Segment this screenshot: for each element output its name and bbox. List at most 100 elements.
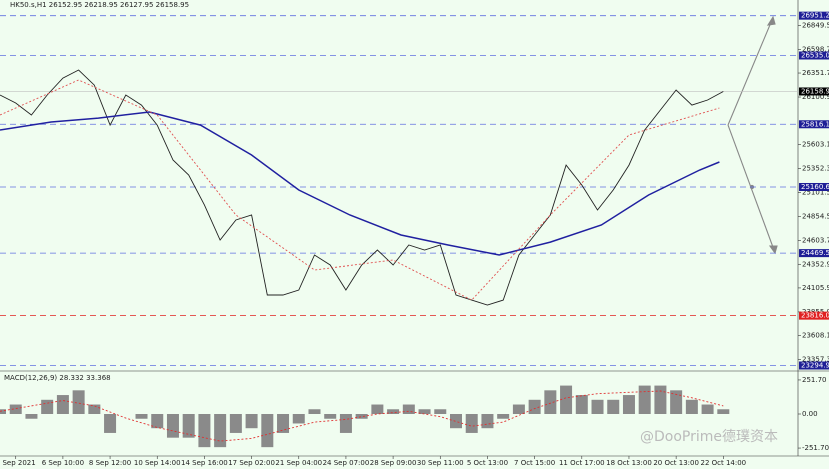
y-tick-label: 24105.90 (802, 284, 829, 292)
histogram-bar (701, 404, 714, 414)
histogram-bar (41, 399, 54, 414)
histogram-bar (261, 414, 274, 448)
histogram-bar (355, 414, 368, 419)
x-tick-label: 10 Sep 14:00 (134, 459, 181, 467)
histogram-bar (56, 395, 69, 414)
histogram-bar (104, 414, 117, 433)
arrow-up (727, 19, 773, 126)
x-tick-label: 30 Sep 11:00 (417, 459, 464, 467)
x-tick-label: 22 Oct 14:00 (700, 459, 746, 467)
histogram-bar (308, 409, 321, 414)
histogram-bar (685, 399, 698, 414)
level-label: 23816.00 (801, 312, 829, 320)
histogram-bar (371, 404, 384, 414)
histogram-bar (622, 395, 635, 414)
y-tick-label: 251.70 (802, 376, 827, 384)
x-tick-label: 2 Sep 2021 (0, 459, 36, 467)
histogram-bar (25, 414, 38, 419)
histogram-bar (277, 414, 290, 433)
histogram-bar (0, 409, 6, 414)
chart-title: HK50.s,H1 26152.95 26218.95 26127.95 261… (10, 1, 189, 9)
y-tick-label: 23608.10 (802, 332, 829, 340)
histogram-bar (607, 399, 620, 414)
histogram-bar (324, 414, 337, 419)
level-box (799, 182, 829, 191)
series-line (0, 79, 720, 301)
y-tick-label: 24603.70 (802, 236, 829, 244)
histogram-bar (497, 414, 510, 419)
histogram-bar (528, 399, 541, 414)
level-label: 26535.00 (801, 51, 829, 59)
histogram-bar (292, 414, 305, 424)
x-tick-label: 20 Oct 13:00 (653, 459, 699, 467)
level-label: 25816.19 (801, 120, 829, 128)
level-label: 24469.58 (801, 249, 829, 257)
histogram-bar (638, 385, 651, 414)
y-tick-label: -251.70 (802, 444, 829, 452)
y-tick-label: 26351.70 (802, 69, 829, 77)
y-tick-label: 25101.50 (802, 189, 829, 197)
histogram-bar (182, 414, 195, 438)
histogram-bar (544, 390, 557, 414)
arrow-head (768, 245, 778, 255)
y-tick-label: 26100.90 (802, 93, 829, 101)
x-tick-label: 6 Sep 10:00 (42, 459, 84, 467)
histogram-bar (481, 414, 494, 429)
histogram-bar (229, 414, 242, 433)
histogram-bar (166, 414, 179, 438)
y-tick-label: 24352.90 (802, 260, 829, 268)
level-box (799, 249, 829, 258)
watermark: @DooPrime德璞资本 (640, 429, 778, 445)
x-tick-label: 18 Oct 13:00 (606, 459, 652, 467)
x-tick-label: 14 Sep 16:00 (181, 459, 228, 467)
histogram-bar (512, 404, 525, 414)
level-box (799, 51, 829, 60)
y-tick-label: 24854.50 (802, 212, 829, 220)
series-line (0, 111, 720, 256)
x-tick-label: 8 Sep 12:00 (89, 459, 131, 467)
y-tick-label: 25352.30 (802, 165, 829, 173)
histogram-bar (214, 414, 227, 448)
histogram-bar (418, 409, 431, 414)
histogram-bar (717, 409, 730, 414)
level-label: 26951.26 (801, 12, 829, 20)
y-tick-label: 25603.10 (802, 141, 829, 149)
y-tick-label: 23357.30 (802, 356, 829, 364)
last-price-box (799, 87, 829, 96)
histogram-bar (9, 404, 22, 414)
x-tick-label: 21 Sep 04:00 (275, 459, 322, 467)
histogram-bar (387, 409, 400, 414)
level-box (799, 11, 829, 20)
x-tick-label: 17 Sep 02:00 (228, 459, 275, 467)
histogram-bar (151, 414, 164, 429)
histogram-bar (245, 414, 258, 429)
x-tick-label: 7 Oct 15:00 (514, 459, 555, 467)
histogram-bar (72, 390, 85, 414)
x-tick-label: 24 Sep 07:00 (323, 459, 370, 467)
y-tick-label: 0.00 (802, 410, 818, 418)
histogram-bar (450, 414, 462, 429)
level-box (799, 120, 829, 129)
histogram-bar (670, 390, 683, 414)
histogram-bar (198, 414, 211, 448)
histogram-bar (434, 409, 447, 414)
y-tick-label: 26849.50 (802, 21, 829, 29)
y-tick-label: 26598.70 (802, 45, 829, 53)
histogram-bar (591, 399, 604, 414)
level-label: 23294.97 (801, 362, 829, 370)
level-box (799, 361, 829, 370)
series-line (0, 69, 724, 306)
histogram-bar (339, 414, 352, 433)
histogram-bar (135, 414, 148, 419)
indicator-title: MACD(12,26,9) 28.332 33.368 (4, 374, 111, 382)
projection-arrows (727, 15, 778, 255)
x-tick-label: 11 Oct 17:00 (559, 459, 605, 467)
histogram-bar (560, 385, 573, 414)
x-tick-label: 5 Oct 13:00 (467, 459, 508, 467)
histogram-bar (88, 404, 101, 414)
level-box (799, 311, 829, 320)
last-price-label: 26158.95 (801, 87, 829, 95)
histogram-bar (402, 404, 415, 414)
arrow-head (766, 15, 776, 26)
